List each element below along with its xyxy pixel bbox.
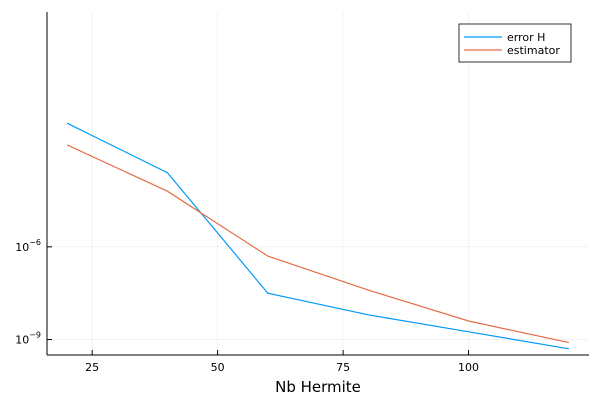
legend-box [458,23,572,63]
axes [46,12,589,356]
x-tick-label: 100 [458,361,479,374]
x-axis-label: Nb Hermite [275,378,361,396]
ticks: 25 50 75 100 10−6 10−9 [15,238,479,374]
x-tick-label: 50 [211,361,225,374]
legend: error H estimator [458,23,572,63]
series-line-error-h [66,122,570,350]
series [66,122,570,350]
x-tick-label: 25 [85,361,99,374]
y-tick-label: 10−6 [15,238,41,254]
legend-label-error-h: error H [507,31,545,44]
legend-label-estimator: estimator [507,44,560,57]
y-tick-label: 10−9 [15,331,41,347]
x-tick-label: 75 [336,361,350,374]
series-line-estimator [66,144,570,344]
grid [47,12,589,355]
